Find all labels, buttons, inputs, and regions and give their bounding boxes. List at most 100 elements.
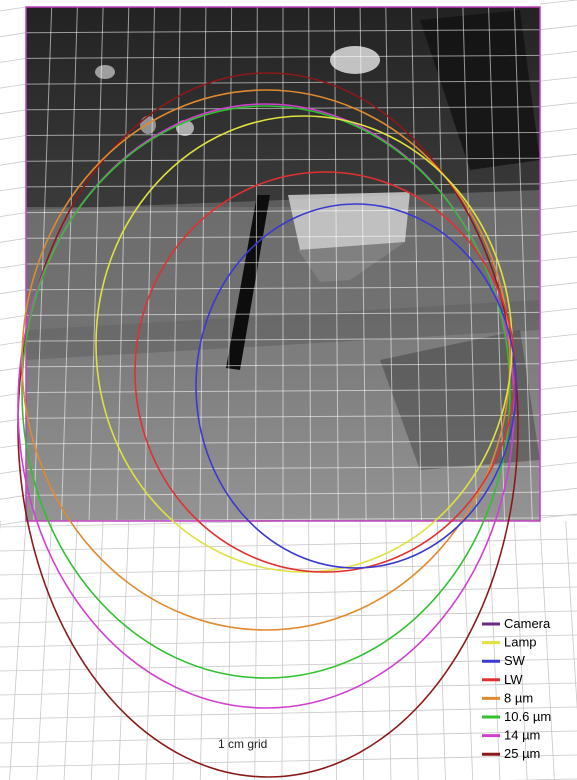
grid-line (539, 230, 577, 236)
fov-ellipse-10-6um (21, 105, 511, 679)
fov-ellipses (17, 72, 519, 778)
grid-line (539, 436, 577, 442)
grid-line (0, 58, 27, 63)
grid-line (539, 128, 577, 133)
legend-item: SW (482, 653, 526, 668)
legend-item: Lamp (482, 635, 537, 650)
grid-line (539, 385, 577, 390)
grid-line (436, 520, 446, 780)
grid-line (26, 286, 540, 291)
grid-line (26, 466, 540, 471)
grid-line (539, 359, 577, 365)
grid-line (539, 153, 577, 159)
grid-line (0, 538, 577, 552)
grid-line (539, 333, 577, 339)
legend-item: Camera (482, 616, 551, 631)
legend-label: 14 µm (504, 728, 540, 743)
grid-line (26, 363, 540, 368)
grid-line (0, 237, 27, 243)
grid-line (26, 491, 540, 496)
grid-line (26, 260, 540, 265)
grid-line (227, 520, 232, 780)
grid-line (0, 469, 27, 474)
grid-line (26, 234, 540, 239)
grid-line (0, 315, 27, 320)
legend-item: 10.6 µm (482, 709, 551, 724)
grid-line (539, 51, 577, 56)
grid-line (488, 7, 506, 521)
grid-line (0, 417, 27, 423)
grid-line (462, 520, 474, 780)
fov-ellipse-14um (17, 103, 515, 709)
grid-line (0, 658, 577, 672)
grid-line (539, 513, 577, 519)
grid-line (539, 76, 577, 82)
legend-label: 10.6 µm (504, 709, 551, 724)
grid-line (539, 410, 577, 416)
grid-line (0, 83, 27, 89)
grid-line (539, 0, 577, 5)
grid-line (539, 25, 577, 31)
grid-line (0, 340, 27, 346)
grid-line (385, 7, 395, 521)
grid-line (359, 520, 365, 780)
grid-line (0, 135, 27, 140)
grid-line (436, 7, 450, 521)
fov-ellipse-8um (21, 89, 511, 631)
grid-line (411, 520, 419, 780)
legend-item: 25 µm (482, 746, 540, 761)
grid-line (0, 610, 577, 624)
grid-line (9, 520, 27, 780)
grid-line (539, 7, 540, 20)
grid-line (26, 54, 540, 59)
grid-line (0, 263, 27, 269)
grid-line (0, 706, 577, 720)
grid-line (0, 6, 27, 12)
grid-line (462, 7, 478, 521)
photo-grid (26, 7, 540, 521)
grid-line (199, 520, 207, 780)
grid-line (26, 440, 540, 445)
legend-label: 8 µm (504, 690, 533, 705)
grid-line (539, 102, 577, 108)
fov-ellipse-sw (195, 203, 517, 569)
grid-line (539, 205, 577, 210)
grid-line (539, 256, 577, 262)
grid-line (334, 520, 337, 780)
grid-line (0, 289, 27, 295)
grid-line (539, 179, 577, 185)
grid-line (539, 282, 577, 288)
grid-line (0, 520, 27, 526)
grid-line (0, 682, 577, 696)
grid-line (0, 186, 27, 192)
grid-line (359, 7, 367, 521)
grid-line (513, 7, 533, 521)
grid-line (26, 311, 540, 316)
grid-line (0, 730, 577, 744)
grid-caption: 1 cm grid (218, 737, 267, 751)
grid-line (199, 7, 207, 521)
grid-line (26, 132, 540, 136)
grid-line (26, 80, 540, 85)
grid-line (26, 389, 540, 393)
grid-line (539, 520, 555, 780)
legend-item: 14 µm (482, 728, 540, 743)
grid-line (26, 29, 540, 34)
legend-label: SW (504, 653, 526, 668)
grid-line (308, 7, 312, 521)
grid-line (0, 754, 577, 768)
grid-line (333, 7, 339, 521)
grid-line (63, 520, 78, 780)
photo-border (25, 6, 541, 522)
grid-line (0, 586, 577, 600)
legend-label: 25 µm (504, 746, 540, 761)
legend-label: LW (504, 672, 523, 687)
grid-line (0, 494, 27, 500)
grid-line (172, 520, 181, 780)
grid-line (0, 109, 27, 115)
grid-line (26, 7, 27, 20)
grid-line (26, 157, 540, 162)
legend-label: Camera (504, 616, 551, 631)
